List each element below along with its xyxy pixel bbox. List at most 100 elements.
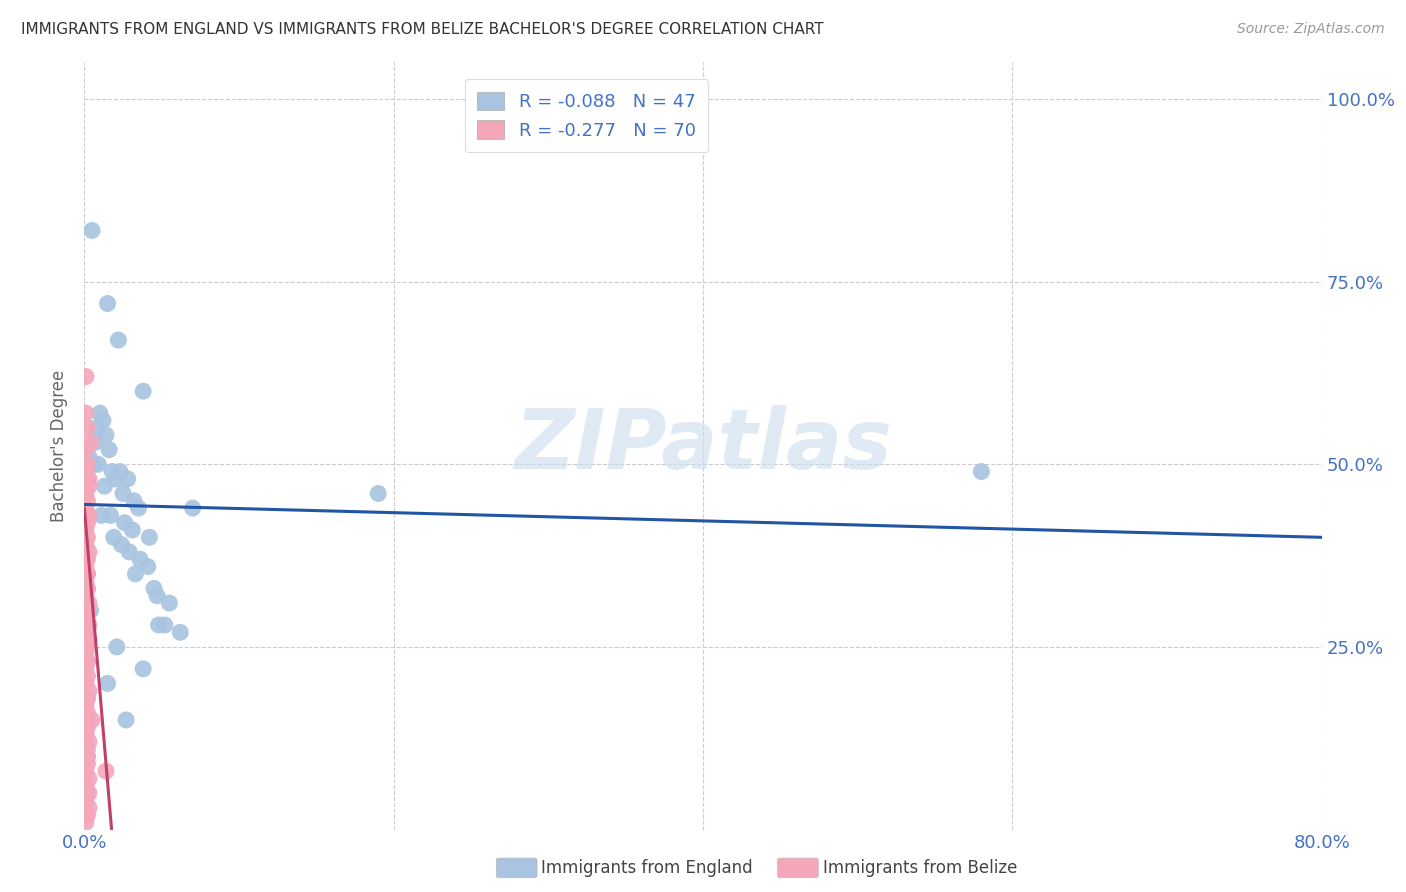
Point <box>94 428 117 442</box>
Point <box>112 486 135 500</box>
Point <box>169 625 191 640</box>
Text: Immigrants from Belize: Immigrants from Belize <box>823 859 1017 877</box>
Point <box>76 421 98 435</box>
Point <box>75 545 97 559</box>
Point <box>77 786 100 800</box>
Point <box>82 713 104 727</box>
Point <box>121 523 143 537</box>
Point <box>77 450 100 464</box>
Point <box>75 523 97 537</box>
Point <box>75 728 97 742</box>
Legend: R = -0.088   N = 47, R = -0.277   N = 70: R = -0.088 N = 47, R = -0.277 N = 70 <box>464 79 709 153</box>
Point <box>127 501 149 516</box>
Point <box>75 764 97 778</box>
Point <box>367 486 389 500</box>
Point <box>77 472 100 486</box>
Point <box>77 618 100 632</box>
Point <box>136 559 159 574</box>
Y-axis label: Bachelor's Degree: Bachelor's Degree <box>51 370 69 522</box>
Point <box>77 683 100 698</box>
Point <box>124 566 146 581</box>
Point <box>76 566 98 581</box>
Point <box>159 596 180 610</box>
Point <box>75 465 97 479</box>
Point <box>105 640 128 654</box>
Point <box>76 691 98 706</box>
Point <box>132 662 155 676</box>
Point <box>104 472 127 486</box>
Point <box>77 508 100 523</box>
Point <box>75 779 97 793</box>
Point <box>970 465 993 479</box>
Point <box>138 530 160 544</box>
Point <box>114 516 136 530</box>
Point <box>76 618 98 632</box>
Point <box>75 698 97 713</box>
Point <box>75 442 97 457</box>
Point <box>77 772 100 786</box>
Point <box>76 552 98 566</box>
Point <box>76 457 98 471</box>
Point <box>82 223 104 237</box>
Point <box>181 501 204 516</box>
Point <box>76 756 98 771</box>
Point <box>132 384 155 399</box>
Point <box>75 713 97 727</box>
Point <box>75 625 97 640</box>
Point <box>75 508 97 523</box>
Point <box>94 764 117 778</box>
Point <box>76 582 98 596</box>
Point <box>129 552 152 566</box>
Point <box>75 662 97 676</box>
Point <box>75 589 97 603</box>
Point <box>76 640 98 654</box>
Point <box>115 713 138 727</box>
Point <box>101 465 124 479</box>
Point <box>75 406 97 420</box>
Point <box>110 538 132 552</box>
Point <box>84 435 107 450</box>
Point <box>77 545 100 559</box>
Point <box>146 589 169 603</box>
Point <box>76 516 98 530</box>
Point <box>75 793 97 807</box>
Point <box>75 676 97 690</box>
Point <box>103 530 125 544</box>
Point <box>76 472 98 486</box>
Point <box>75 559 97 574</box>
Point <box>75 486 97 500</box>
Point <box>117 472 139 486</box>
Point <box>108 465 131 479</box>
Point <box>76 786 98 800</box>
Point <box>75 574 97 589</box>
Point <box>148 618 170 632</box>
Point <box>76 720 98 734</box>
Point <box>87 457 110 471</box>
Point <box>90 508 112 523</box>
Point <box>76 582 98 596</box>
Point <box>76 691 98 706</box>
Point <box>100 508 122 523</box>
Point <box>76 655 98 669</box>
Point <box>75 508 97 523</box>
Point <box>75 538 97 552</box>
Point <box>93 479 115 493</box>
Point <box>76 706 98 720</box>
Point <box>91 413 114 427</box>
Point <box>76 655 98 669</box>
Point <box>98 442 121 457</box>
Point <box>75 728 97 742</box>
Point <box>76 749 98 764</box>
Point <box>75 647 97 661</box>
Point <box>77 596 100 610</box>
Point <box>107 333 129 347</box>
Point <box>79 435 101 450</box>
Point <box>86 421 108 435</box>
Point <box>77 800 100 814</box>
Point <box>75 815 97 830</box>
Point <box>77 632 100 647</box>
Point <box>75 501 97 516</box>
Point <box>76 742 98 756</box>
Point <box>77 735 100 749</box>
Point <box>83 457 105 471</box>
